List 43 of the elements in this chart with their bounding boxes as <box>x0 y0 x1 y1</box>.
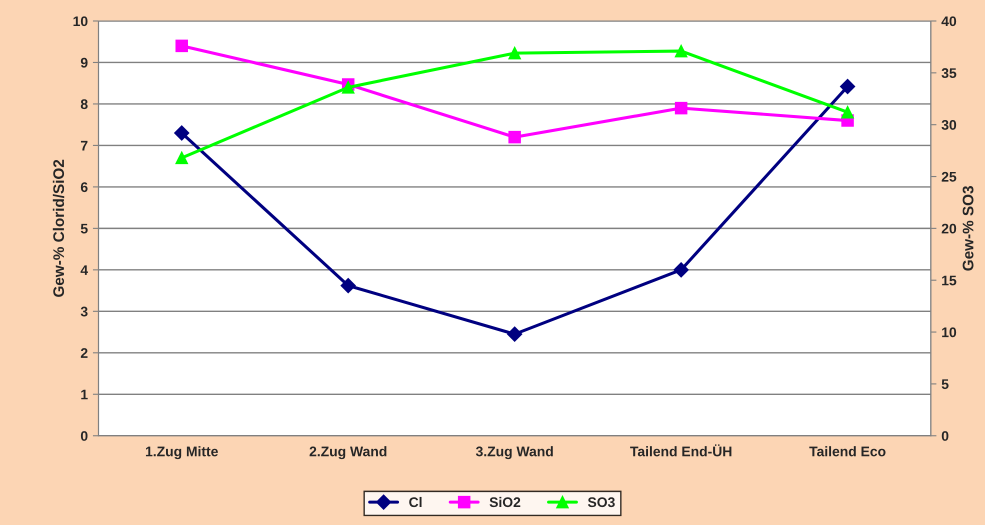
x-tick-label: 2.Zug Wand <box>310 446 386 460</box>
y-tick-label: 6 <box>80 182 88 192</box>
point <box>174 125 190 141</box>
y2-tick-label: 0 <box>942 431 948 441</box>
point <box>508 46 521 60</box>
x-tick-label: 3.Zug Wand <box>476 446 553 460</box>
y-tick-label: 8 <box>80 99 88 110</box>
y-tick-label: 5 <box>80 224 88 234</box>
point <box>674 44 688 58</box>
x-tick-label: 1.Zug Mitte <box>146 446 218 460</box>
point <box>175 152 188 164</box>
y2-tick-label: 30 <box>942 120 956 130</box>
point <box>175 40 188 52</box>
point <box>674 102 688 114</box>
y-tick-label: 4 <box>80 265 88 275</box>
y-tick-label: 2 <box>80 348 88 358</box>
legend-label: SiO2 <box>490 496 520 508</box>
y-tick-label: 10 <box>74 16 88 26</box>
point <box>340 278 356 294</box>
x-tick-label: Tailend Eco <box>809 446 886 456</box>
y2-tick-label: 25 <box>942 172 956 182</box>
point <box>508 130 521 144</box>
y2-tick-label: 35 <box>942 68 956 78</box>
x-tick-label: Tailend End-ÜH <box>630 444 732 456</box>
y2-axis-title: Gew-% SO3 <box>962 186 974 271</box>
legend-label: Cl <box>409 496 422 508</box>
y2-tick-label: 10 <box>942 327 956 338</box>
y-axis-title: Gew-% Clorid/SiO2 <box>52 160 64 297</box>
y-tick-label: 0 <box>80 431 88 441</box>
y2-tick-label: 40 <box>941 16 956 26</box>
point <box>342 81 354 94</box>
y2-tick-label: 5 <box>942 379 949 390</box>
point <box>674 262 689 278</box>
y2-tick-label: 15 <box>942 276 956 286</box>
legend-label: SO3 <box>588 497 615 508</box>
point <box>841 106 854 118</box>
y-tick-label: 7 <box>80 140 88 150</box>
y2-tick-label: 20 <box>942 224 956 234</box>
y-tick-label: 9 <box>80 58 88 68</box>
y-tick-label: 3 <box>80 306 88 317</box>
point <box>840 78 856 94</box>
y-tick-label: 1 <box>81 390 88 400</box>
point <box>507 326 522 342</box>
